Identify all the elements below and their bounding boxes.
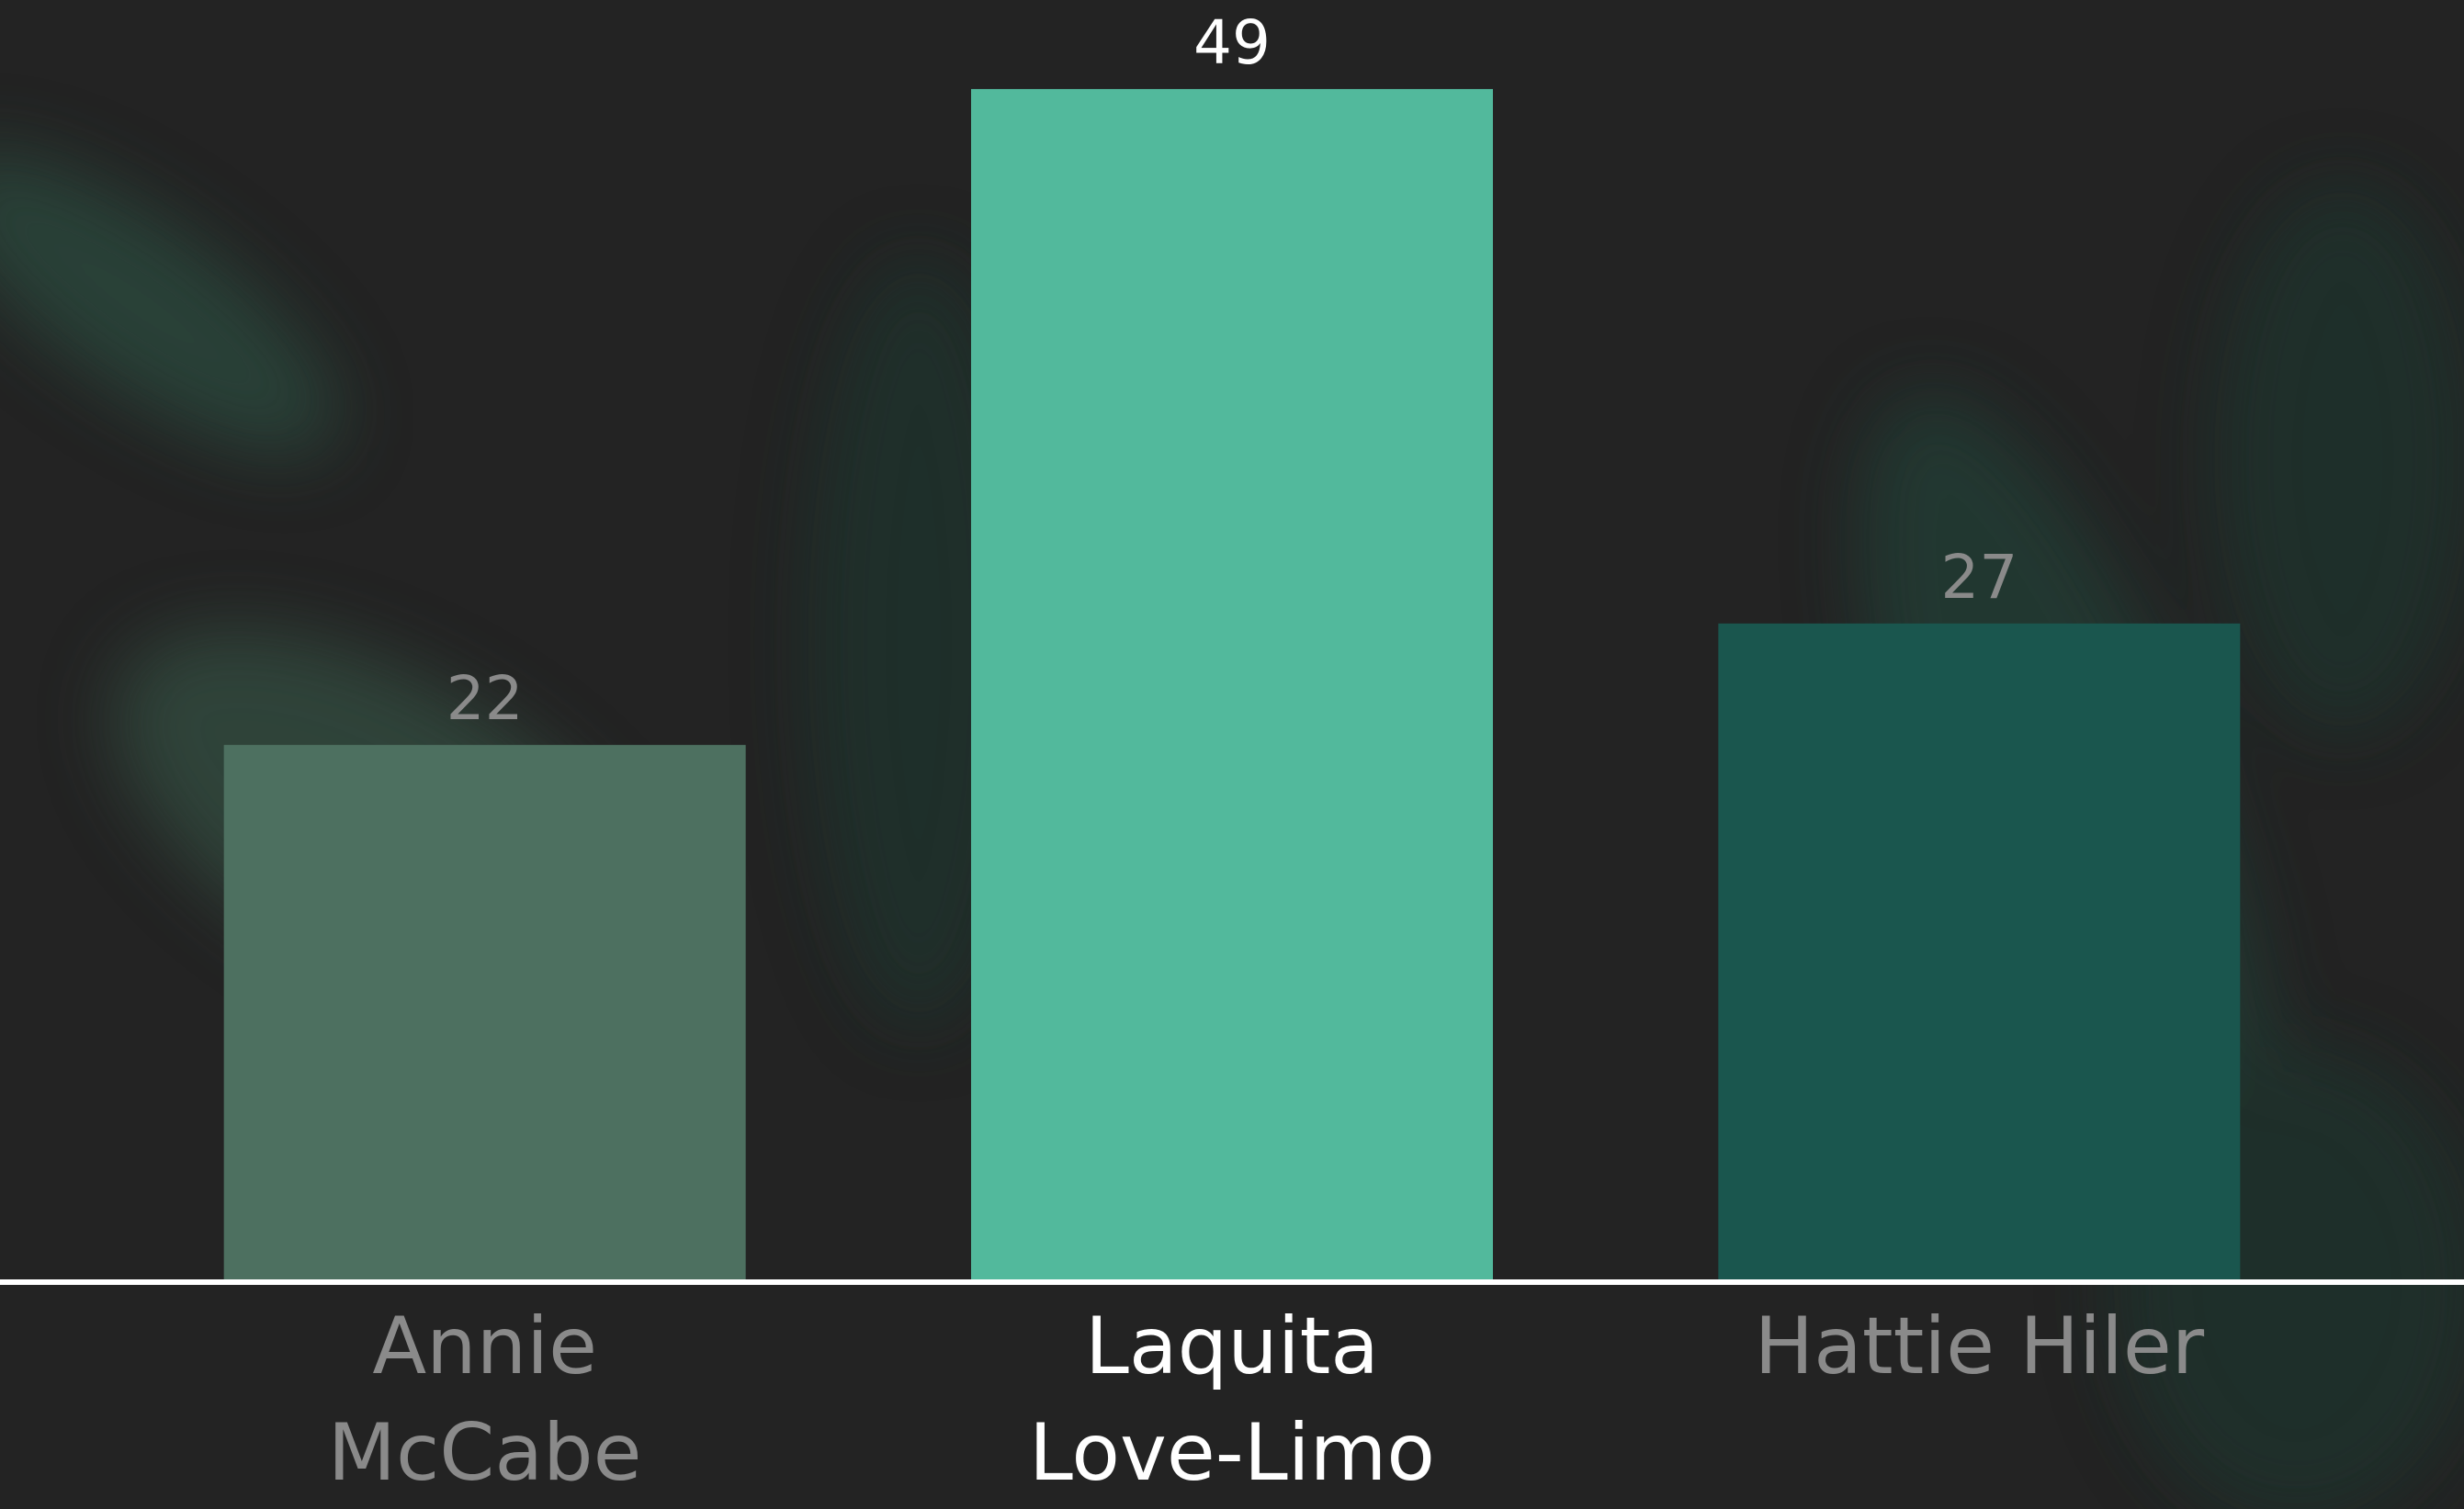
value-label: 27 — [1940, 542, 2018, 613]
x-tick-label: Annie McCabe — [136, 1293, 834, 1506]
value-label: 49 — [1193, 7, 1271, 78]
chart: 22 49 27 — [0, 0, 2464, 1509]
value-label: 22 — [446, 663, 524, 734]
page: 224927 (() => { const data = JSON.parse(… — [0, 0, 2464, 1509]
plot-area: 22 49 27 — [224, 7, 2241, 1279]
bar — [1718, 624, 2240, 1279]
x-tick-label: Laquita Love-Limo — [883, 1293, 1581, 1506]
bar — [224, 745, 746, 1279]
x-tick-label: Hattie Hiler — [1630, 1293, 2328, 1400]
bar — [971, 89, 1493, 1279]
